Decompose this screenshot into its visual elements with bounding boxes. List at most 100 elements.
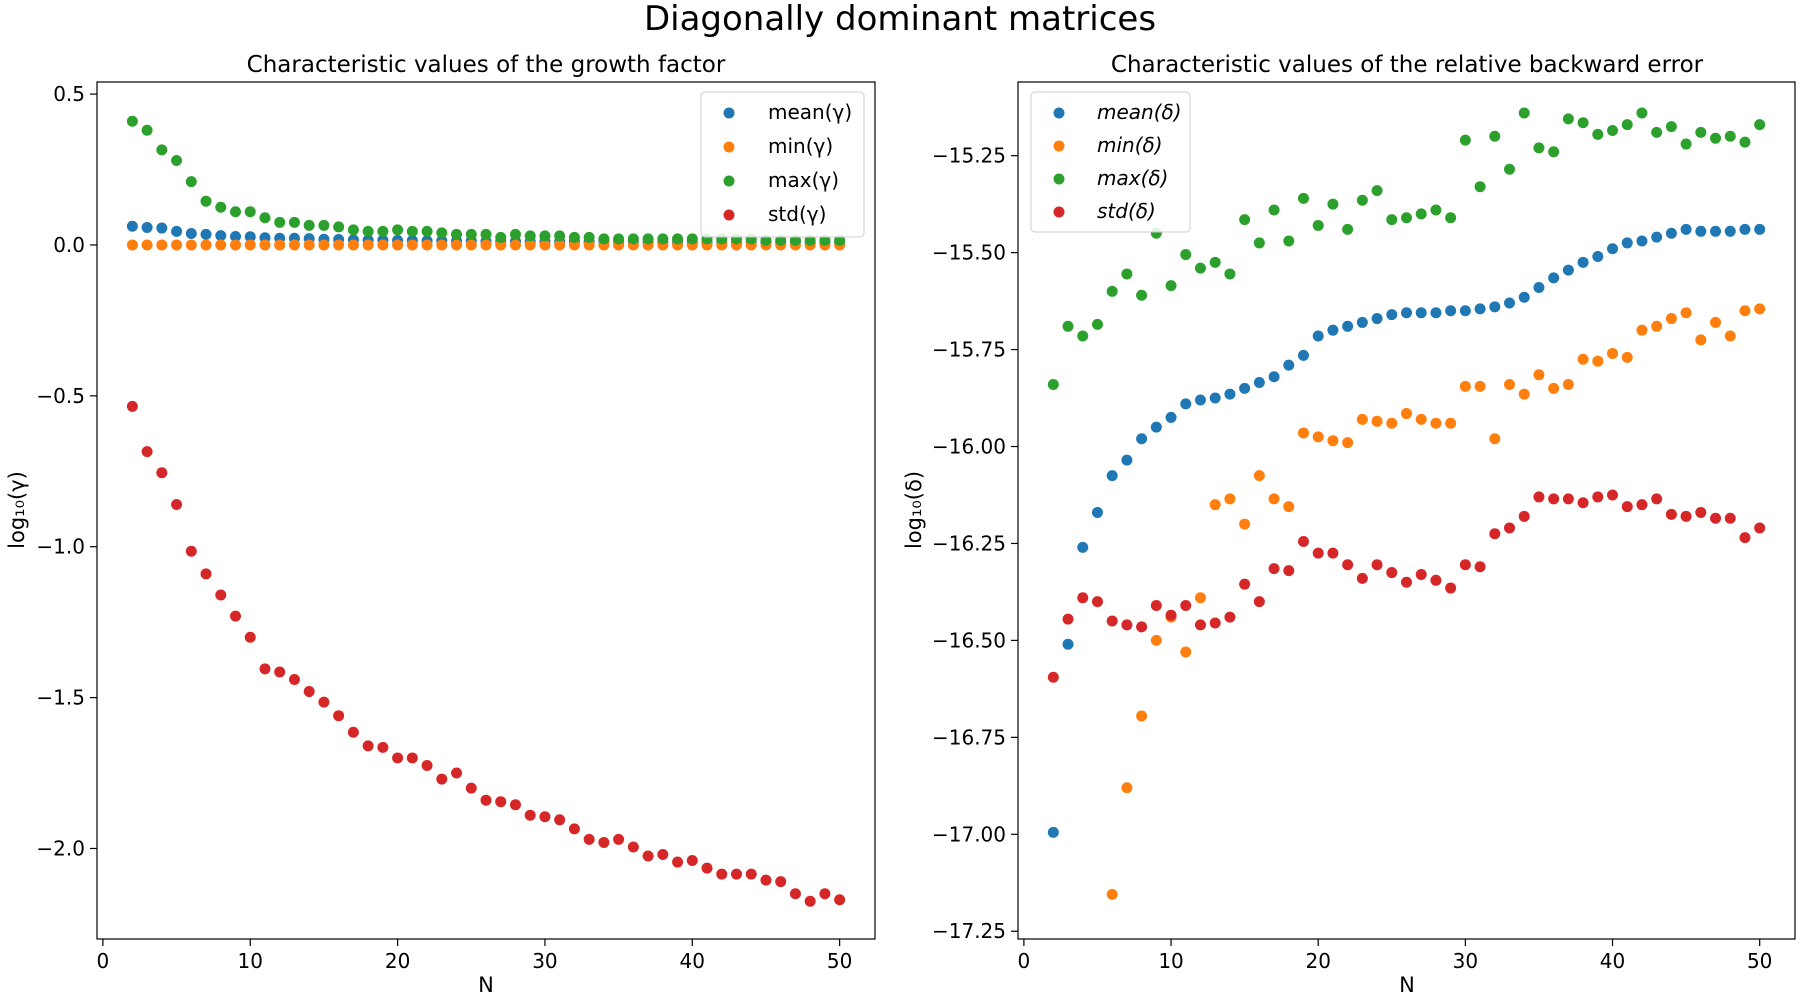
- point-min: [1312, 431, 1324, 443]
- point-max: [1445, 212, 1457, 224]
- point-mean: [215, 230, 227, 242]
- y-tick-label: −17.25: [932, 919, 1006, 943]
- point-max: [259, 212, 271, 224]
- point-max: [672, 233, 684, 245]
- point-min: [1562, 378, 1574, 390]
- point-mean: [1415, 307, 1427, 319]
- point-min: [392, 239, 404, 251]
- point-std: [171, 498, 183, 510]
- point-std: [1047, 671, 1059, 683]
- y-tick-label: −15.50: [932, 241, 1006, 265]
- point-mean: [185, 227, 197, 239]
- point-max: [244, 206, 256, 218]
- point-mean: [1150, 421, 1162, 433]
- point-min: [451, 239, 463, 251]
- point-min: [583, 239, 595, 251]
- point-std: [1430, 574, 1442, 586]
- point-min: [126, 239, 138, 251]
- point-std: [1651, 493, 1663, 505]
- point-max: [1136, 289, 1148, 301]
- point-mean: [1386, 309, 1398, 321]
- point-mean: [1297, 349, 1309, 361]
- point-max: [1710, 132, 1722, 144]
- point-max: [1180, 249, 1192, 261]
- point-max: [1047, 378, 1059, 390]
- point-std: [1150, 600, 1162, 612]
- legend-label-max: max(δ): [1097, 166, 1168, 190]
- legend-marker-max: [1053, 173, 1065, 185]
- point-std: [1386, 567, 1398, 579]
- point-std: [141, 446, 153, 458]
- point-std: [1356, 572, 1368, 584]
- point-std: [230, 610, 242, 622]
- point-max: [686, 233, 698, 245]
- x-tick-label: 10: [1158, 949, 1183, 973]
- point-min: [1680, 307, 1692, 319]
- point-std: [1577, 497, 1589, 509]
- point-std: [1165, 609, 1177, 621]
- point-std: [657, 849, 669, 861]
- point-max: [1607, 124, 1619, 136]
- point-std: [1253, 596, 1265, 608]
- point-std: [583, 833, 595, 845]
- point-std: [1415, 568, 1427, 580]
- legend: mean(δ) min(δ) max(δ) std(δ): [1030, 91, 1191, 233]
- point-min: [1592, 355, 1604, 367]
- point-min: [141, 239, 153, 251]
- point-mean: [1533, 282, 1545, 294]
- point-min: [539, 239, 551, 251]
- point-std: [347, 726, 359, 738]
- point-min: [1327, 435, 1339, 447]
- y-tick-label: −1.5: [36, 686, 85, 710]
- point-std: [716, 868, 728, 880]
- point-min: [1386, 417, 1398, 429]
- x-tick-label: 0: [1018, 949, 1031, 973]
- point-min: [1239, 518, 1251, 530]
- y-tick-label: −16.25: [932, 531, 1006, 555]
- legend-label-min: min(γ): [768, 134, 833, 158]
- point-mean: [1636, 235, 1648, 247]
- point-std: [1283, 565, 1295, 577]
- point-std: [1680, 510, 1692, 522]
- x-axis-label: N: [1399, 973, 1415, 997]
- point-min: [1548, 382, 1560, 394]
- point-max: [1165, 280, 1177, 292]
- point-std: [156, 467, 168, 479]
- point-std: [1548, 493, 1560, 505]
- point-max: [1592, 128, 1604, 140]
- point-min: [171, 239, 183, 251]
- legend-label-max: max(γ): [768, 168, 839, 192]
- point-std: [1504, 522, 1516, 534]
- data-points: [1047, 107, 1766, 900]
- point-max: [230, 206, 242, 218]
- point-std: [436, 773, 448, 785]
- point-mean: [1047, 826, 1059, 838]
- point-mean: [1180, 398, 1192, 410]
- point-std: [1562, 493, 1574, 505]
- point-max: [1327, 198, 1339, 210]
- point-min: [495, 239, 507, 251]
- point-max: [1504, 163, 1516, 175]
- point-mean: [1165, 411, 1177, 423]
- point-std: [1077, 592, 1089, 604]
- point-max: [760, 234, 772, 246]
- point-std: [789, 888, 801, 900]
- point-max: [362, 225, 374, 237]
- point-std: [775, 876, 787, 888]
- point-std: [1062, 613, 1074, 625]
- x-tick-label: 0: [97, 949, 110, 973]
- point-max: [215, 201, 227, 213]
- y-tick-label: −2.0: [36, 836, 85, 860]
- point-mean: [1356, 316, 1368, 328]
- point-max: [274, 216, 286, 228]
- point-max: [126, 115, 138, 127]
- point-std: [1710, 512, 1722, 524]
- point-min: [1754, 303, 1766, 315]
- point-std: [303, 686, 315, 698]
- legend-label-min: min(δ): [1097, 133, 1163, 157]
- point-std: [495, 796, 507, 808]
- legend-label-std: std(γ): [768, 202, 826, 226]
- point-max: [1636, 107, 1648, 119]
- point-min: [347, 239, 359, 251]
